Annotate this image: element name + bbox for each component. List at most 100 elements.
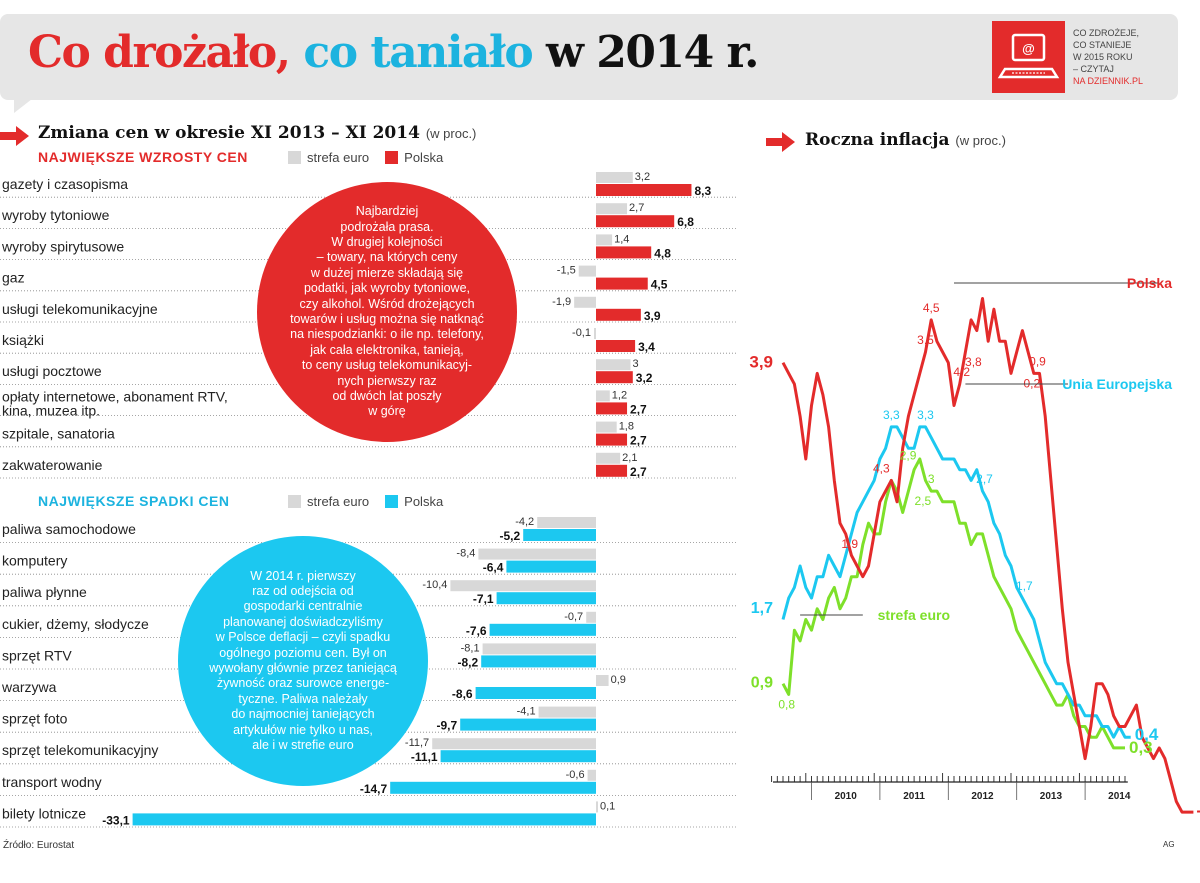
bar-eu: [478, 548, 596, 560]
value-label-pl: 6,8: [677, 215, 694, 229]
bar-eu: [596, 421, 617, 433]
line-eu: [781, 425, 1131, 739]
bar-pl: [523, 529, 596, 541]
bubble-decreases: W 2014 r. pierwszy raz od odejścia od gosp…: [178, 536, 428, 786]
bubble-decreases-line: wywołany głównie przez taniejącą: [209, 661, 397, 675]
category-label: transport wodny: [2, 774, 102, 790]
value-label-eu: 0,9: [611, 674, 626, 686]
label-first-eu: 1,7: [751, 600, 773, 617]
value-label-pl: -6,4: [483, 561, 504, 575]
legend-label-pl: Polska: [404, 150, 444, 165]
bar-pl: [506, 560, 596, 573]
category-label: cukier, dżemy, słodycze: [2, 616, 149, 632]
annotation-line-eu: 2,7: [976, 472, 993, 486]
bar-eu: [594, 328, 596, 339]
annotation-line-polska: 3,5: [917, 333, 934, 347]
value-label-eu: 3: [633, 358, 639, 370]
category-label: szpitale, sanatoria: [2, 426, 115, 442]
bar-pl: [596, 402, 628, 415]
category-label: paliwa płynne: [2, 584, 87, 600]
bar-charts: gazety i czasopisma 3,2 8,3 wyroby tytoniow…: [0, 171, 738, 827]
bar-pl: [132, 813, 596, 826]
annotation-line-eurozone: 2,9: [900, 449, 917, 463]
category-label: kina, muzea itp.: [2, 402, 100, 418]
right-title-unit: (w proc.): [955, 133, 1006, 148]
promo-text[interactable]: CO ZDROŻEJE, CO STANIEJE W 2015 ROKU – C…: [1073, 27, 1183, 87]
category-label: sprzęt RTV: [2, 647, 72, 663]
bubble-increases-line: Najbardziej: [355, 204, 419, 219]
legend-decreases: strefa euro Polska: [288, 494, 443, 509]
value-label-eu: 2,1: [622, 452, 637, 464]
bubble-decreases-line: planowanej doświadczyliśmy: [223, 614, 383, 629]
bubble-decreases-line: artykułów nie tylko u nas,: [233, 722, 373, 737]
bar-pl: [440, 750, 596, 763]
legend-label-pl-2: Polska: [404, 494, 444, 509]
category-label: komputery: [2, 553, 67, 569]
value-label-pl: -9,7: [437, 719, 458, 733]
bar-pl: [460, 718, 596, 731]
x-tick-label: 2013: [1040, 791, 1063, 802]
x-tick-label: 2011: [903, 791, 925, 802]
bar-eu: [432, 738, 596, 750]
bubble-increases-line: w górę: [368, 404, 406, 419]
annotation-line-polska: 4,5: [923, 301, 940, 315]
bubble-decreases-line: tyczne. Paliwa należały: [238, 691, 368, 706]
value-label-pl: 4,8: [654, 246, 671, 260]
annotation-line-eurozone: 3: [928, 472, 935, 486]
category-label: usługi pocztowe: [2, 363, 102, 379]
computer-icon[interactable]: @: [992, 21, 1065, 93]
right-title-text: Roczna inflacja: [805, 130, 950, 150]
bar-eu: [596, 801, 598, 813]
value-label-eu: -0,6: [566, 769, 585, 781]
bar-pl: [475, 687, 596, 699]
bar-eu: [574, 296, 596, 308]
arrow-right-icon: [0, 126, 29, 146]
series-label-polska: Polska: [1127, 275, 1172, 291]
title-part-year: w 2014 r.: [546, 27, 759, 78]
value-label-eu: 2,7: [629, 202, 644, 214]
promo-line-3: W 2015 ROKU: [1073, 52, 1133, 62]
value-label-pl: 8,3: [694, 184, 711, 198]
arrow-right-icon-2: [766, 132, 795, 152]
bar-pl: [596, 184, 692, 196]
value-label-eu: 1,4: [614, 233, 629, 245]
bar-eu: [596, 359, 631, 371]
value-label-pl: -11,1: [411, 750, 438, 764]
bar-pl: [390, 781, 596, 794]
title-part-rose: Co drożało,: [28, 27, 291, 78]
legend-label-eu: strefa euro: [307, 150, 370, 165]
value-label-eu: -11,7: [405, 737, 429, 749]
value-label-pl: 4,5: [651, 278, 668, 292]
bubble-increases-line: podrożała prasa.: [340, 219, 434, 234]
value-label-pl: -7,6: [466, 624, 487, 638]
label-first-eurozone: 0,9: [751, 675, 773, 692]
value-label-pl: -8,2: [458, 655, 479, 669]
value-label-pl: 2,7: [630, 465, 647, 479]
legend-swatch-pl-2: [385, 495, 399, 508]
line-polska: [781, 297, 1194, 814]
label-first-polska: 3,9: [749, 353, 773, 372]
value-label-pl: -7,1: [473, 592, 494, 606]
category-label: warzywa: [1, 679, 57, 695]
value-label-pl: -33,1: [102, 813, 130, 827]
value-label-eu: -0,1: [572, 327, 591, 339]
legend-label-eu-2: strefa euro: [307, 494, 370, 509]
promo-link[interactable]: NA DZIENNIK.PL: [1073, 76, 1144, 86]
legend-swatch-pl: [385, 151, 399, 164]
bubble-decreases-line: ogólnego poziomu cen. Był on: [219, 645, 387, 660]
bar-pl: [489, 623, 596, 636]
category-label: gazety i czasopisma: [2, 176, 128, 192]
bar-pl: [596, 277, 648, 290]
bar-eu: [596, 675, 609, 686]
bubble-increases-line: nych pierwszy raz: [337, 373, 437, 388]
value-label-eu: 0,1: [600, 800, 615, 812]
category-label: gaz: [2, 270, 25, 286]
bubble-decreases-text: W 2014 r. pierwszy raz od odejścia od gosp…: [209, 569, 397, 754]
bar-eu: [482, 643, 596, 655]
category-label: książki: [2, 332, 44, 348]
bubble-increases-line: to ceny usług telekomunikacyj-: [301, 358, 473, 373]
bar-pl: [596, 340, 636, 352]
source-note: Źródło: Eurostat: [3, 840, 75, 851]
annotation-line-polska: 4,3: [873, 461, 890, 475]
bubble-increases-line: – towary, na których ceny: [316, 250, 458, 265]
